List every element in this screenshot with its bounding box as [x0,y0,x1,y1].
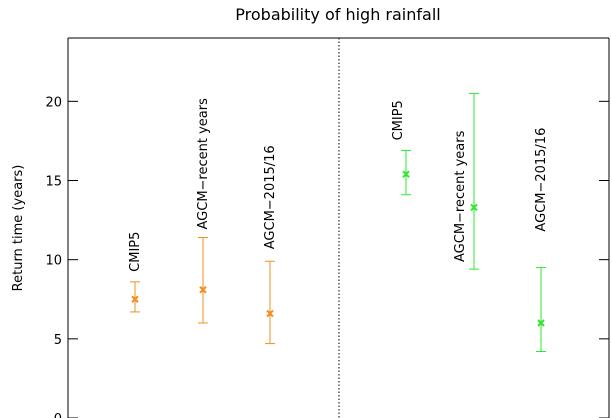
point-label: AGCM−recent years [196,98,211,230]
y-tick-label: 0 [54,412,62,418]
chart-title: Probability of high rainfall [235,5,440,24]
marker [199,286,207,294]
marker [131,295,139,303]
y-tick-label: 10 [45,254,62,269]
point-label: AGCM−2015/16 [534,128,549,232]
y-axis-label: Return time (years) [11,165,26,292]
y-tick-label: 20 [45,95,62,110]
marker [470,203,478,212]
marker [266,309,274,318]
point-label: AGCM−recent years [453,130,468,262]
point-label: CMIP5 [128,232,143,272]
marker [537,319,545,327]
point-label: CMIP5 [391,100,406,140]
y-tick-label: 5 [54,333,62,348]
y-tick-label: 15 [45,175,62,190]
point-label: AGCM−2015/16 [263,145,278,249]
marker [402,170,410,178]
